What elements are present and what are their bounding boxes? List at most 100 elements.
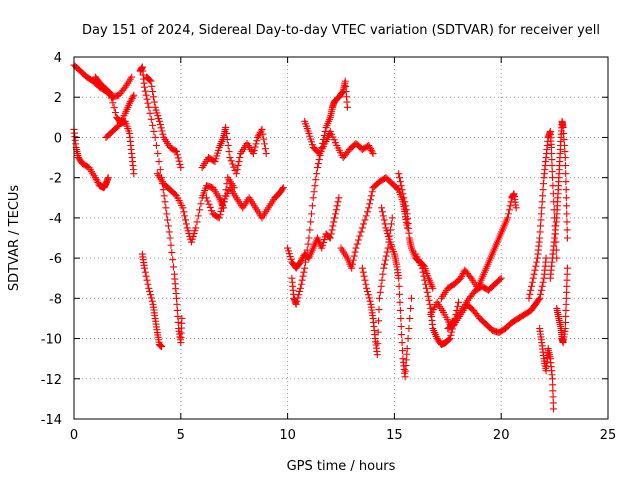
data-point	[335, 194, 343, 202]
data-point	[376, 288, 384, 296]
data-point	[560, 129, 568, 137]
data-point	[547, 144, 555, 151]
data-point	[181, 216, 189, 224]
data-point	[297, 257, 305, 265]
data-point	[375, 306, 383, 314]
data-point	[406, 314, 414, 322]
data-point	[143, 95, 151, 103]
data-point	[403, 345, 411, 353]
data-point	[253, 137, 261, 145]
data-point	[457, 274, 465, 282]
x-tick-label: 10	[279, 428, 296, 443]
data-point	[505, 206, 513, 214]
data-point	[106, 89, 114, 97]
plot-frame	[73, 56, 609, 420]
data-point	[128, 73, 136, 81]
data-point	[530, 270, 538, 278]
data-point	[445, 335, 453, 343]
data-point	[536, 294, 544, 302]
data-point	[208, 207, 216, 215]
data-point	[300, 268, 308, 276]
data-point	[128, 94, 136, 102]
data-point	[536, 234, 544, 242]
data-point	[233, 166, 241, 174]
data-point	[150, 98, 158, 106]
data-point	[249, 150, 257, 158]
data-point	[550, 405, 558, 413]
data-point	[171, 191, 179, 199]
data-point	[561, 318, 569, 326]
data-point	[527, 286, 535, 294]
data-point	[173, 300, 181, 308]
data-point	[301, 264, 309, 272]
data-point	[169, 256, 177, 264]
data-point	[563, 282, 571, 290]
data-point	[159, 186, 167, 194]
data-point	[563, 226, 571, 234]
data-point	[279, 184, 287, 192]
data-point	[173, 294, 181, 302]
data-point	[537, 290, 545, 298]
data-point	[402, 202, 410, 210]
data-point	[161, 198, 169, 206]
data-point	[173, 151, 181, 159]
data-point	[149, 93, 157, 101]
data-point	[312, 176, 320, 184]
data-point	[109, 99, 117, 107]
series-track-9	[198, 123, 270, 178]
data-point	[219, 201, 227, 209]
data-point	[302, 252, 310, 260]
data-point	[539, 180, 547, 188]
data-point	[182, 220, 190, 228]
data-point	[111, 109, 119, 117]
data-point	[174, 154, 182, 162]
data-point	[504, 210, 512, 218]
data-point	[381, 256, 389, 264]
data-point	[296, 284, 304, 292]
data-point	[194, 212, 202, 220]
data-point	[362, 212, 370, 220]
data-point	[423, 288, 431, 296]
data-point	[539, 192, 547, 200]
data-point	[155, 117, 163, 125]
data-point	[537, 222, 545, 230]
data-point	[175, 157, 183, 165]
data-point	[164, 222, 172, 230]
data-point	[332, 206, 340, 214]
series-track-1	[70, 61, 136, 101]
data-point	[363, 208, 371, 216]
data-point	[140, 83, 148, 91]
data-point	[537, 216, 545, 224]
data-point	[548, 156, 556, 164]
data-point	[355, 236, 363, 244]
data-point	[196, 206, 204, 214]
data-point	[296, 287, 304, 295]
data-point	[305, 234, 313, 242]
data-point	[160, 192, 168, 200]
data-point	[174, 312, 182, 320]
data-point	[192, 224, 200, 232]
data-point	[424, 292, 432, 300]
data-point	[315, 156, 323, 164]
data-point	[254, 133, 262, 141]
data-point	[367, 146, 375, 154]
data-point	[563, 210, 571, 218]
data-point	[562, 186, 570, 194]
data-point	[151, 133, 159, 141]
data-point	[130, 170, 138, 178]
data-point	[561, 148, 569, 156]
data-point	[179, 204, 187, 212]
data-point	[548, 375, 556, 383]
data-point	[155, 158, 163, 166]
data-point	[350, 252, 358, 260]
data-point	[148, 297, 156, 305]
data-point	[156, 121, 164, 129]
data-point	[167, 241, 175, 249]
series-track-5	[136, 63, 186, 347]
data-point	[400, 194, 408, 202]
data-point	[548, 174, 556, 182]
data-point	[295, 291, 303, 299]
data-point	[234, 162, 242, 170]
series-track-25	[553, 264, 571, 347]
data-point	[294, 294, 302, 302]
